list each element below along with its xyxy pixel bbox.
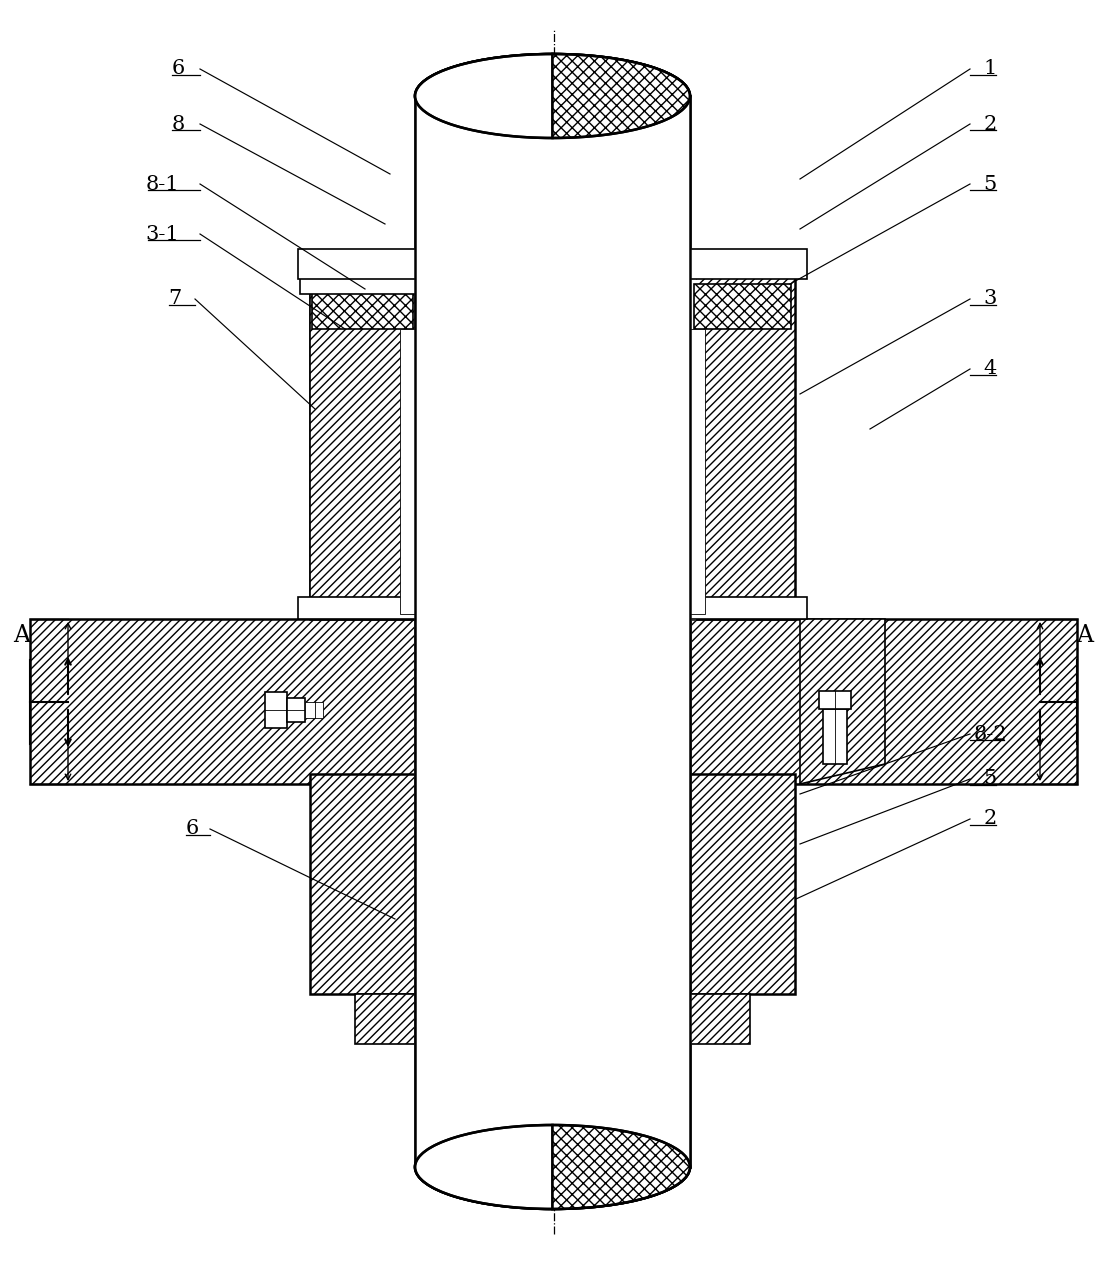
Bar [823, 709, 847, 763]
Text: 5: 5 [983, 174, 996, 193]
Text: 8-2: 8-2 [973, 724, 1006, 743]
Bar [400, 329, 415, 614]
Bar [690, 994, 751, 1044]
Text: 6: 6 [172, 59, 185, 78]
Text: 5: 5 [983, 770, 996, 789]
Bar [306, 702, 323, 718]
Bar [690, 329, 705, 614]
Bar [310, 274, 415, 619]
Polygon shape [415, 1125, 552, 1208]
Text: 8-1: 8-1 [145, 174, 179, 193]
Text: 6: 6 [185, 819, 198, 838]
Bar [265, 691, 287, 728]
Bar [554, 619, 1077, 784]
Polygon shape [415, 54, 552, 138]
Bar [312, 284, 413, 329]
Text: A: A [1076, 624, 1094, 647]
Bar [355, 994, 415, 1044]
Polygon shape [415, 1125, 552, 1208]
Text: 1: 1 [983, 59, 996, 78]
Text: 7: 7 [168, 289, 182, 308]
Text: 3: 3 [983, 289, 996, 308]
Polygon shape [552, 1125, 690, 1208]
Bar [694, 284, 792, 329]
Bar [287, 698, 306, 722]
Bar [310, 774, 415, 994]
Text: 8: 8 [172, 115, 185, 134]
Bar [690, 274, 795, 619]
Polygon shape [552, 54, 690, 138]
Bar [687, 249, 807, 279]
Bar [300, 264, 420, 295]
Bar [690, 774, 795, 994]
Text: 2: 2 [983, 809, 996, 828]
Text: A: A [13, 624, 31, 647]
Bar [298, 249, 427, 279]
Polygon shape [800, 619, 884, 784]
Bar [30, 619, 554, 784]
Polygon shape [415, 54, 552, 138]
Bar [298, 597, 427, 619]
Polygon shape [552, 1125, 690, 1208]
Text: 2: 2 [983, 115, 996, 134]
Bar [819, 691, 851, 709]
Bar [687, 597, 807, 619]
Bar [310, 274, 530, 619]
Text: 3-1: 3-1 [145, 225, 179, 244]
Polygon shape [552, 54, 690, 138]
Text: 4: 4 [983, 359, 996, 378]
